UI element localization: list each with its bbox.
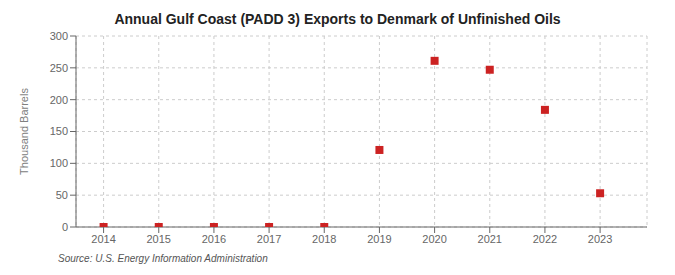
- svg-text:2015: 2015: [147, 233, 171, 245]
- svg-text:250: 250: [50, 62, 68, 74]
- svg-text:2023: 2023: [588, 233, 612, 245]
- svg-text:2021: 2021: [478, 233, 502, 245]
- html-text:Source: U.S. Energy Informatio: Source: U.S. Energy Information Administ…: [58, 253, 268, 264]
- svg-text:100: 100: [50, 157, 68, 169]
- svg-text:Thousand Barrels: Thousand Barrels: [18, 88, 30, 175]
- svg-text:2020: 2020: [422, 233, 446, 245]
- svg-text:2014: 2014: [91, 233, 115, 245]
- svg-text:150: 150: [50, 125, 68, 137]
- svg-text:2017: 2017: [257, 233, 281, 245]
- svg-text:2022: 2022: [533, 233, 557, 245]
- svg-text:50: 50: [56, 189, 68, 201]
- svg-text:2019: 2019: [367, 233, 391, 245]
- svg-text:2018: 2018: [312, 233, 336, 245]
- html-text:Annual Gulf Coast (PADD 3) Exp: Annual Gulf Coast (PADD 3) Exports to De…: [114, 11, 561, 27]
- svg-text:200: 200: [50, 94, 68, 106]
- svg-text:0: 0: [62, 221, 68, 233]
- svg-text:300: 300: [50, 30, 68, 42]
- svg-text:2016: 2016: [202, 233, 226, 245]
